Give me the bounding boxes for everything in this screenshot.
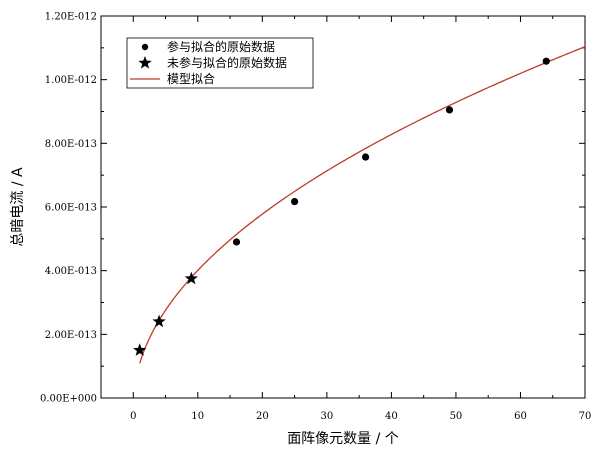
y-tick-label: 8.00E-013: [45, 139, 97, 150]
legend-box: [126, 37, 314, 89]
y-tick-label: 1.20E-012: [45, 12, 97, 23]
data-point-fit: [291, 197, 299, 206]
data-point-fit: [361, 153, 370, 161]
y-tick-label: 1.00E-012: [45, 75, 97, 86]
fit-curve: [139, 46, 586, 364]
x-tick-label: 10: [191, 411, 204, 422]
y-tick-label: 2.00E-013: [45, 330, 97, 341]
data-point-fit: [445, 106, 454, 114]
legend-label-fit-data: 参与拟合的原始数据: [167, 39, 275, 54]
y-axis-title: 总暗电流 / A: [10, 167, 26, 247]
data-point-fit: [232, 238, 241, 246]
x-tick-label: 20: [256, 411, 269, 422]
x-tick-label: 40: [385, 411, 398, 422]
y-tick-label: 0.00E+000: [40, 394, 97, 405]
x-tick-label: 50: [450, 411, 463, 422]
x-tick-label: 0: [130, 411, 136, 422]
y-tick-label: 6.00E-013: [45, 203, 97, 214]
data-point-excluded: [152, 314, 166, 328]
x-tick-label: 70: [579, 411, 592, 422]
data-point-fit: [542, 57, 550, 65]
legend-label-model-fit: 模型拟合: [167, 71, 215, 86]
y-tick-label: 4.00E-013: [45, 266, 97, 277]
data-point-excluded: [184, 271, 198, 285]
legend-marker-circle: [141, 43, 149, 51]
legend-marker-star: [138, 56, 152, 69]
x-tick-labels: 0 10 20 30 40 50 60 70: [130, 411, 591, 422]
y-tick-labels: 0.00E+000 2.00E-013 4.00E-013 6.00E-013 8.00…: [40, 12, 97, 405]
data-point-excluded: [133, 343, 147, 356]
legend: 参与拟合的原始数据 未参与拟合的原始数据 模型拟合: [126, 37, 314, 89]
fit-layer: [139, 46, 586, 364]
legend-label-excluded-data: 未参与拟合的原始数据: [167, 55, 287, 70]
x-tick-label: 60: [514, 411, 527, 422]
x-tick-label: 30: [320, 411, 333, 422]
marker-layer: [133, 57, 550, 356]
x-axis-title: 面阵像元数量 / 个: [287, 431, 399, 447]
